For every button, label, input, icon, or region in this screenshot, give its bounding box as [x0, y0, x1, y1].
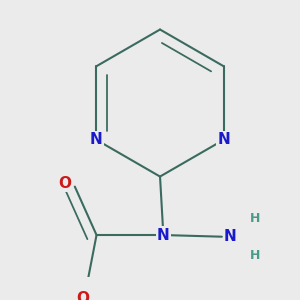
Text: N: N [224, 229, 237, 244]
Text: N: N [157, 227, 170, 242]
Text: O: O [58, 176, 71, 191]
Text: H: H [250, 249, 260, 262]
Text: O: O [77, 291, 90, 300]
Text: N: N [217, 132, 230, 147]
Text: N: N [90, 132, 103, 147]
Text: H: H [250, 212, 260, 225]
